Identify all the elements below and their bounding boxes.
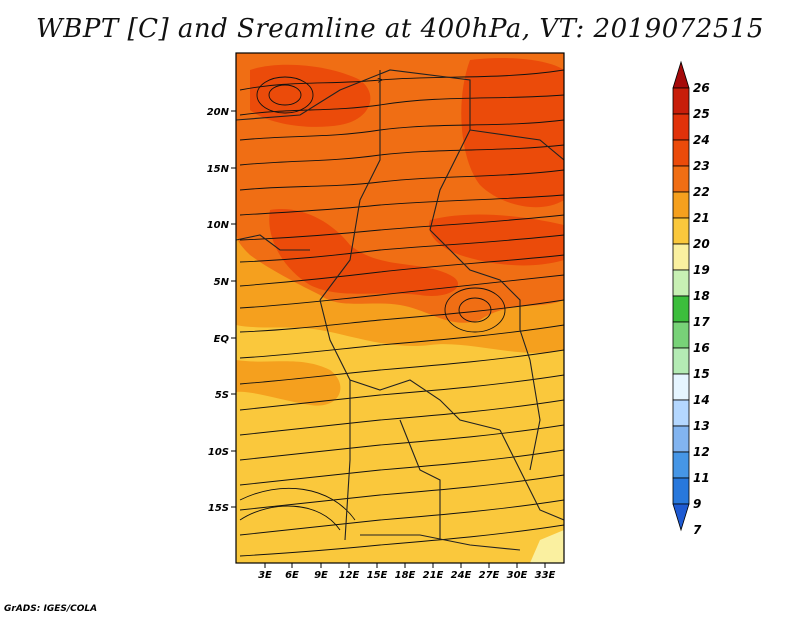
lat-label: 10S xyxy=(208,447,229,458)
lon-ticks xyxy=(264,563,546,568)
lon-label: 6E xyxy=(285,570,299,581)
field-19-20 xyxy=(530,530,564,563)
lat-ticks xyxy=(231,110,236,508)
colorbar-label: 15 xyxy=(693,367,710,381)
lat-labels: 20N 15N 10N 5N EQ 5S 10S 15S xyxy=(207,107,230,514)
lat-label: EQ xyxy=(214,334,230,345)
colorbar-segment xyxy=(672,87,690,115)
colorbar-label: 18 xyxy=(693,289,710,303)
colorbar-segment xyxy=(672,451,690,479)
colorbar-top-arrow xyxy=(672,60,690,89)
colorbar-segment xyxy=(672,217,690,245)
lat-label: 10N xyxy=(207,220,230,231)
colorbar-bottom-arrow xyxy=(672,503,690,532)
lat-label: 5N xyxy=(214,277,230,288)
colorbar-segment xyxy=(672,269,690,297)
lon-label: 15E xyxy=(367,570,388,581)
colorbar-label: 19 xyxy=(693,263,710,277)
lon-labels: 3E 6E 9E 12E 15E 18E 21E 24E 27E 30E 33E xyxy=(258,570,555,581)
map-frame xyxy=(235,52,565,564)
lat-label: 5S xyxy=(215,390,229,401)
colorbar-segment xyxy=(672,113,690,141)
colorbar-label: 14 xyxy=(693,393,710,407)
lon-label: 33E xyxy=(535,570,556,581)
colorbar-label: 22 xyxy=(693,185,710,199)
colorbar-segment xyxy=(672,399,690,427)
colorbar-segment xyxy=(672,477,690,505)
field-23-24-b xyxy=(461,58,564,208)
streamlines xyxy=(239,69,564,557)
colorbar-segment xyxy=(672,165,690,193)
colorbar-label: 12 xyxy=(693,445,710,459)
colorbar-label: 11 xyxy=(693,471,710,485)
colorbar-label: 16 xyxy=(693,341,710,355)
colorbar-segment xyxy=(672,295,690,323)
lat-label: 20N xyxy=(207,107,230,118)
colorbar-segment xyxy=(672,139,690,167)
colorbar-label: 17 xyxy=(693,315,710,329)
colorbar-label: 23 xyxy=(693,159,710,173)
colorbar-segment xyxy=(672,243,690,271)
colorbar-segment xyxy=(672,347,690,375)
lon-label: 27E xyxy=(479,570,500,581)
lon-label: 3E xyxy=(258,570,272,581)
colorbar-label: 21 xyxy=(693,211,710,225)
colorbar-label: 20 xyxy=(693,237,710,251)
colorbar-segment xyxy=(672,191,690,219)
field-21-22-b xyxy=(236,360,341,406)
colorbar-label: 9 xyxy=(693,497,701,511)
field-20-south xyxy=(236,467,369,563)
field-23-24-c xyxy=(269,209,459,296)
country-borders xyxy=(236,69,564,551)
lon-label: 12E xyxy=(339,570,360,581)
lon-label: 9E xyxy=(314,570,328,581)
lon-label: 18E xyxy=(395,570,416,581)
lon-label: 30E xyxy=(507,570,528,581)
lat-label: 15S xyxy=(208,503,229,514)
colorbar-segment xyxy=(672,373,690,401)
colorbar-segment xyxy=(672,425,690,453)
colorbar-label: 7 xyxy=(693,523,702,537)
lon-label: 21E xyxy=(423,570,444,581)
lat-label: 15N xyxy=(207,164,230,175)
colorbar-label: 25 xyxy=(693,107,710,121)
colorbar-label: 24 xyxy=(693,133,710,147)
credit-text: GrADS: IGES/COLA xyxy=(4,604,98,614)
colorbar-label: 26 xyxy=(693,81,710,95)
map-panel xyxy=(236,53,564,563)
colorbar-label: 13 xyxy=(693,419,710,433)
chart-title: WBPT [C] and Sreamline at 400hPa, VT: 20… xyxy=(36,14,764,44)
colorbar: 26 25 24 23 22 21 20 19 18 17 16 15 14 13 12 11 9 7 xyxy=(672,60,710,537)
colorbar-segment xyxy=(672,321,690,349)
field-23-24-d xyxy=(429,214,564,266)
lon-label: 24E xyxy=(451,570,472,581)
